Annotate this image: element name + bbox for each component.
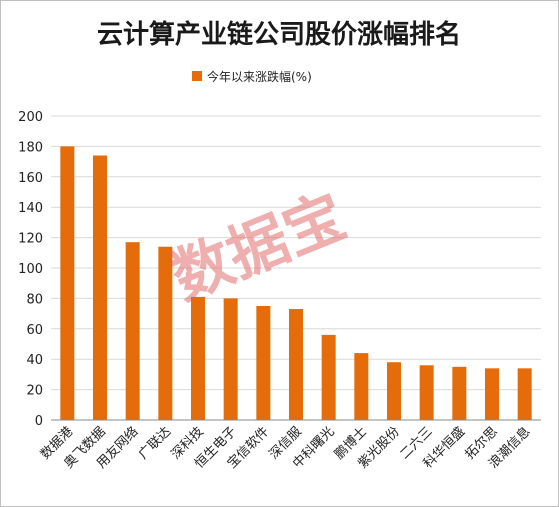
bar (289, 309, 303, 420)
y-tick-label: 40 (26, 353, 43, 368)
bar (223, 298, 238, 420)
bar (387, 362, 401, 420)
watermark: 数据宝 (162, 181, 355, 313)
x-category-label: 广联达 (136, 424, 174, 462)
bar (452, 366, 467, 420)
bar (125, 242, 140, 420)
bars (60, 146, 532, 420)
bar (517, 368, 532, 420)
legend-label: 今年以来涨跌幅(%) (207, 69, 312, 84)
bar (93, 155, 107, 420)
y-tick-label: 160 (18, 171, 43, 186)
bar (321, 334, 336, 420)
y-tick-label: 120 (18, 232, 43, 247)
y-axis-tick-labels: 0 20 40 60 80 100 120 140 160 180 200 (18, 110, 43, 429)
y-tick-label: 80 (26, 292, 43, 307)
bar (354, 353, 369, 420)
bar (60, 146, 75, 420)
bar (485, 368, 499, 420)
chart-title: 云计算产业链公司股价涨幅排名 (97, 19, 461, 50)
y-tick-label: 20 (26, 384, 43, 399)
x-axis-category-labels: 数据港奥飞数据用友网络广联达深科技恒生电子宝信软件深信服中科曙光鹏博士紫光股份二… (38, 424, 534, 472)
y-tick-label: 100 (18, 262, 43, 277)
legend: 今年以来涨跌幅(%) (192, 69, 312, 84)
y-tick-label: 0 (35, 414, 43, 429)
y-tick-label: 60 (26, 323, 43, 338)
y-tick-label: 180 (18, 140, 43, 155)
y-tick-label: 140 (18, 201, 43, 216)
legend-swatch (192, 71, 202, 81)
y-tick-label: 200 (18, 110, 43, 125)
bar (191, 296, 205, 420)
bar (158, 246, 173, 420)
bar (419, 365, 434, 420)
bar (256, 306, 271, 420)
